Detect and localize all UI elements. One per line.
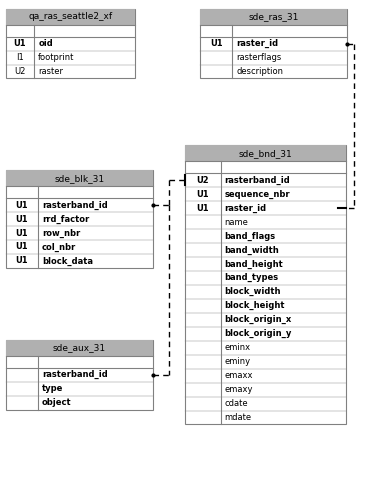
- Text: emaxy: emaxy: [224, 385, 253, 394]
- Bar: [200, 9, 347, 79]
- Text: band_flags: band_flags: [224, 231, 276, 241]
- Text: mdate: mdate: [224, 413, 252, 422]
- Text: oid: oid: [38, 39, 53, 48]
- Bar: [6, 9, 135, 25]
- Text: I1: I1: [16, 53, 24, 62]
- Bar: [185, 145, 346, 425]
- Text: sde_bnd_31: sde_bnd_31: [239, 149, 293, 158]
- Text: raster_id: raster_id: [224, 204, 267, 213]
- Text: band_height: band_height: [224, 259, 283, 269]
- Text: description: description: [237, 67, 283, 76]
- Text: raster: raster: [38, 67, 63, 76]
- Text: U1: U1: [15, 229, 28, 238]
- Bar: [6, 170, 153, 268]
- Text: sde_blk_31: sde_blk_31: [54, 174, 104, 183]
- Text: col_nbr: col_nbr: [42, 243, 76, 251]
- Bar: [6, 9, 135, 79]
- Text: rrd_factor: rrd_factor: [42, 215, 89, 224]
- Text: sde_aux_31: sde_aux_31: [53, 343, 106, 352]
- Text: U2: U2: [14, 67, 25, 76]
- Text: eminx: eminx: [224, 343, 251, 352]
- Text: block_origin_x: block_origin_x: [224, 315, 292, 324]
- Bar: [6, 170, 153, 186]
- Text: rasterband_id: rasterband_id: [224, 176, 290, 185]
- Text: sequence_nbr: sequence_nbr: [224, 189, 290, 199]
- Text: rasterband_id: rasterband_id: [42, 201, 108, 210]
- Text: qa_ras_seattle2_xf: qa_ras_seattle2_xf: [28, 12, 113, 21]
- Bar: [6, 340, 153, 356]
- Text: raster_id: raster_id: [237, 39, 279, 48]
- Text: type: type: [42, 384, 63, 393]
- Text: band_types: band_types: [224, 274, 279, 282]
- Text: block_width: block_width: [224, 287, 281, 297]
- Text: object: object: [42, 398, 72, 407]
- Text: eminy: eminy: [224, 357, 251, 366]
- Text: U1: U1: [210, 39, 223, 48]
- Text: U1: U1: [14, 39, 26, 48]
- Text: U1: U1: [15, 243, 28, 251]
- Text: name: name: [224, 217, 248, 227]
- Text: footprint: footprint: [38, 53, 75, 62]
- Bar: [185, 145, 346, 161]
- Text: rasterflags: rasterflags: [237, 53, 282, 62]
- Text: block_data: block_data: [42, 256, 93, 266]
- Text: U1: U1: [15, 215, 28, 223]
- Text: band_width: band_width: [224, 246, 279, 254]
- Text: cdate: cdate: [224, 399, 248, 408]
- Text: row_nbr: row_nbr: [42, 228, 80, 238]
- Text: block_origin_y: block_origin_y: [224, 329, 292, 338]
- Text: rasterband_id: rasterband_id: [42, 370, 108, 379]
- Bar: [200, 9, 347, 25]
- Text: U1: U1: [15, 201, 28, 210]
- Text: emaxx: emaxx: [224, 371, 253, 380]
- Text: U1: U1: [196, 189, 209, 199]
- Text: sde_ras_31: sde_ras_31: [248, 12, 299, 21]
- Bar: [6, 340, 153, 409]
- Text: block_height: block_height: [224, 301, 285, 310]
- Text: U1: U1: [15, 256, 28, 266]
- Text: U1: U1: [196, 204, 209, 213]
- Text: U2: U2: [196, 176, 209, 184]
